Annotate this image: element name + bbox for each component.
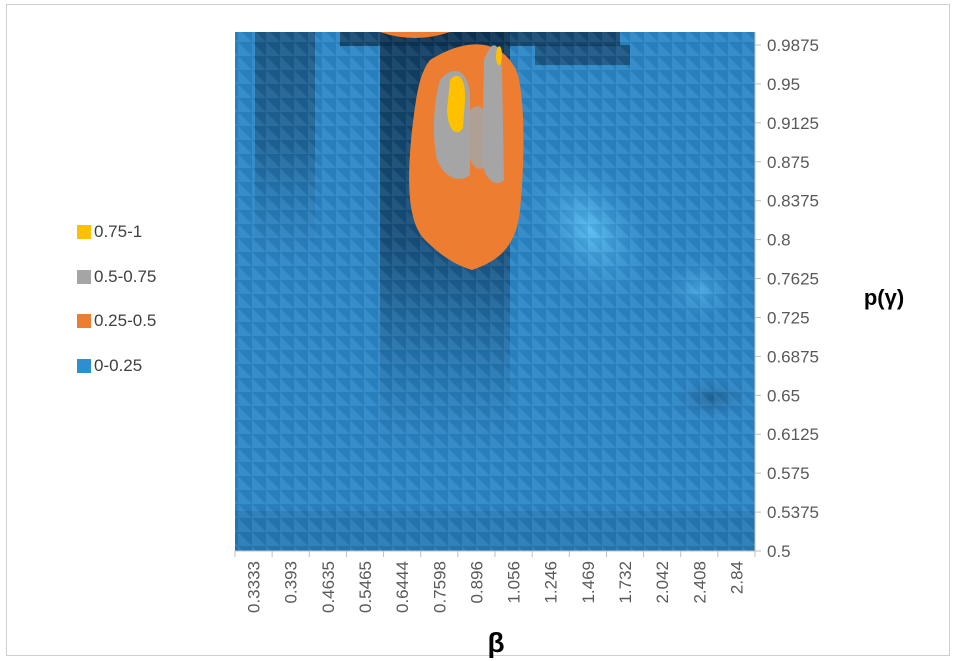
legend-label: 0.5-0.75: [94, 266, 157, 286]
legend-swatch-1: [77, 269, 91, 284]
legend: 0.75-1 0.5-0.75 0.25-0.5 0-0.25: [77, 210, 156, 388]
y-tick-label: 0.6875: [767, 347, 819, 366]
y-tick-label: 0.7625: [767, 270, 819, 289]
legend-item: 0.75-1: [77, 210, 156, 255]
x-axis-title: β: [487, 627, 504, 658]
legend-swatch-2: [77, 314, 91, 329]
x-tick-label: 0.3333: [245, 561, 264, 613]
x-tick-label: 2.408: [690, 561, 709, 604]
x-tick-label: 0.5465: [356, 561, 375, 613]
x-tick-label: 0.6444: [393, 561, 412, 613]
y-tick-label: 0.8: [767, 231, 791, 250]
x-tick-label: 0.896: [467, 561, 486, 604]
plot-area: [235, 32, 756, 552]
legend-label: 0-0.25: [94, 355, 143, 375]
x-axis-ticks: 0.3333 0.393 0.4635 0.5465 0.6444 0.7598 0.896…: [234, 551, 756, 613]
contour-band-0.75-1-small: [496, 46, 502, 66]
legend-item: 0.5-0.75: [77, 255, 156, 300]
legend-item: 0-0.25: [77, 344, 156, 389]
legend-swatch-0: [77, 225, 91, 240]
y-tick-label: 0.575: [767, 464, 810, 483]
x-tick-label: 2.042: [653, 561, 672, 604]
y-tick-label: 0.95: [767, 75, 800, 94]
y-tick-label: 0.5375: [767, 503, 819, 522]
y-tick-label: 0.875: [767, 153, 810, 172]
x-tick-label: 2.84: [727, 561, 746, 594]
y-tick-label: 0.9125: [767, 114, 819, 133]
chart-frame: [6, 4, 950, 656]
y-tick-label: 0.9875: [767, 36, 819, 55]
legend-swatch-3: [77, 358, 91, 373]
x-tick-label: 1.246: [542, 561, 561, 604]
y-axis-title: p(γ): [864, 285, 904, 310]
y-tick-label: 0.65: [767, 386, 800, 405]
y-axis-ticks: 0.5 0.5375 0.575 0.6125 0.65 0.6875 0.725 0.762…: [755, 36, 819, 561]
contour-band-0.75-1: [447, 75, 466, 133]
x-tick-label: 1.732: [616, 561, 635, 604]
x-tick-label: 0.393: [282, 561, 301, 604]
legend-label: 0.25-0.5: [94, 311, 157, 331]
y-tick-label: 0.725: [767, 308, 810, 327]
y-tick-label: 0.5: [767, 542, 791, 561]
x-tick-label: 0.4635: [319, 561, 338, 613]
x-tick-label: 1.469: [579, 561, 598, 604]
y-tick-label: 0.6125: [767, 425, 819, 444]
legend-label: 0.75-1: [94, 222, 143, 242]
x-tick-label: 1.056: [505, 561, 524, 604]
y-tick-label: 0.8375: [767, 192, 819, 211]
contour-band-0.25-0.5-top: [380, 32, 450, 38]
x-tick-label: 0.7598: [430, 561, 449, 613]
legend-item: 0.25-0.5: [77, 299, 156, 344]
contour-band-0.5-0.75-mid: [468, 106, 488, 169]
